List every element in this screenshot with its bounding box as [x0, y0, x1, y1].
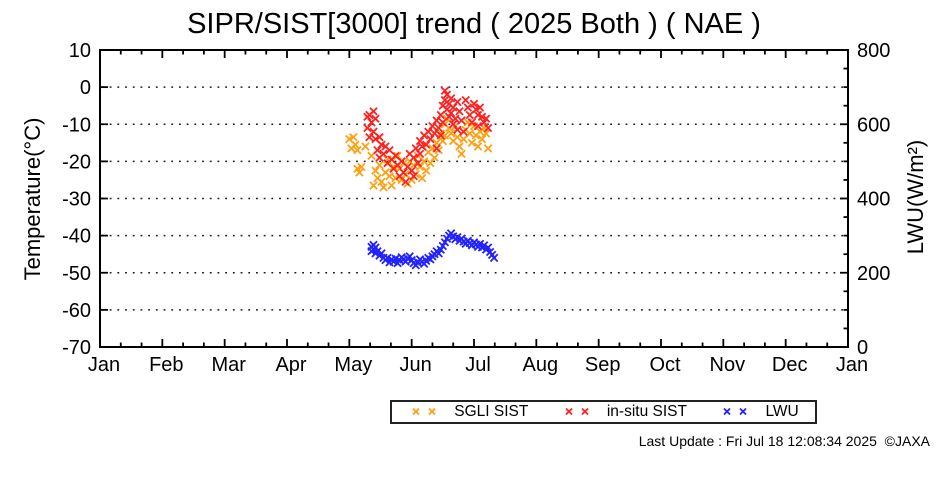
legend-item-sgli-sist: SGLI SIST [408, 403, 528, 421]
tick-labels: 100-10-20-30-40-50-60-708006004002000Jan… [62, 40, 890, 376]
x-tick-label: Nov [710, 354, 746, 376]
y-left-tick-label: -20 [62, 151, 91, 173]
x-tick-label: Jul [465, 354, 491, 376]
plot-border [99, 49, 849, 348]
x-tick-label: Mar [211, 354, 246, 376]
y-left-tick-label: -70 [62, 337, 91, 359]
y-right-tick-label: 200 [857, 263, 890, 285]
x-tick-label: Jan [88, 354, 120, 376]
series-in-situ-sist [363, 86, 493, 187]
y-right-tick-label: 0 [857, 337, 868, 359]
y-left-tick-label: -10 [62, 114, 91, 136]
x-tick-label: Jun [400, 354, 432, 376]
y-left-tick-label: -60 [62, 300, 91, 322]
x-tick-label: Apr [275, 354, 306, 376]
axis-ticks [99, 49, 849, 348]
legend-item-lwu: LWU [719, 403, 799, 421]
y-left-tick-label: 10 [69, 40, 91, 62]
chart-title: SIPR/SIST[3000] trend ( 2025 Both ) ( NA… [187, 8, 761, 40]
x-marker-icon [723, 407, 748, 416]
x-marker-icon [565, 407, 589, 416]
legend-label: in-situ SIST [606, 403, 687, 420]
x-marker-icon [412, 407, 436, 416]
legend-item-insitu-sist: in-situ SIST [561, 403, 687, 421]
y-right-tick-label: 400 [857, 189, 890, 211]
y-left-tick-label: -40 [62, 226, 91, 248]
y-right-tick-label: 600 [857, 114, 890, 136]
series-lwu [367, 229, 499, 270]
x-tick-label: Jan [836, 354, 868, 376]
last-update-text: Last Update : Fri Jul 18 12:08:34 2025 ©… [638, 433, 930, 449]
y-left-tick-label: 0 [80, 77, 91, 99]
y-right-tick-label: 800 [857, 40, 890, 62]
gridlines [102, 86, 846, 311]
x-tick-label: May [334, 354, 372, 376]
x-tick-label: Feb [149, 354, 183, 376]
x-tick-label: Oct [649, 354, 681, 376]
y-left-tick-label: -30 [62, 189, 91, 211]
y-left-tick-label: -50 [62, 263, 91, 285]
x-tick-label: Dec [772, 354, 808, 376]
legend: SGLI SIST in-situ SIST LWU [390, 400, 817, 424]
legend-label: LWU [765, 403, 799, 420]
x-tick-label: Sep [585, 354, 621, 376]
legend-label: SGLI SIST [454, 403, 529, 420]
x-tick-label: Aug [523, 354, 559, 376]
